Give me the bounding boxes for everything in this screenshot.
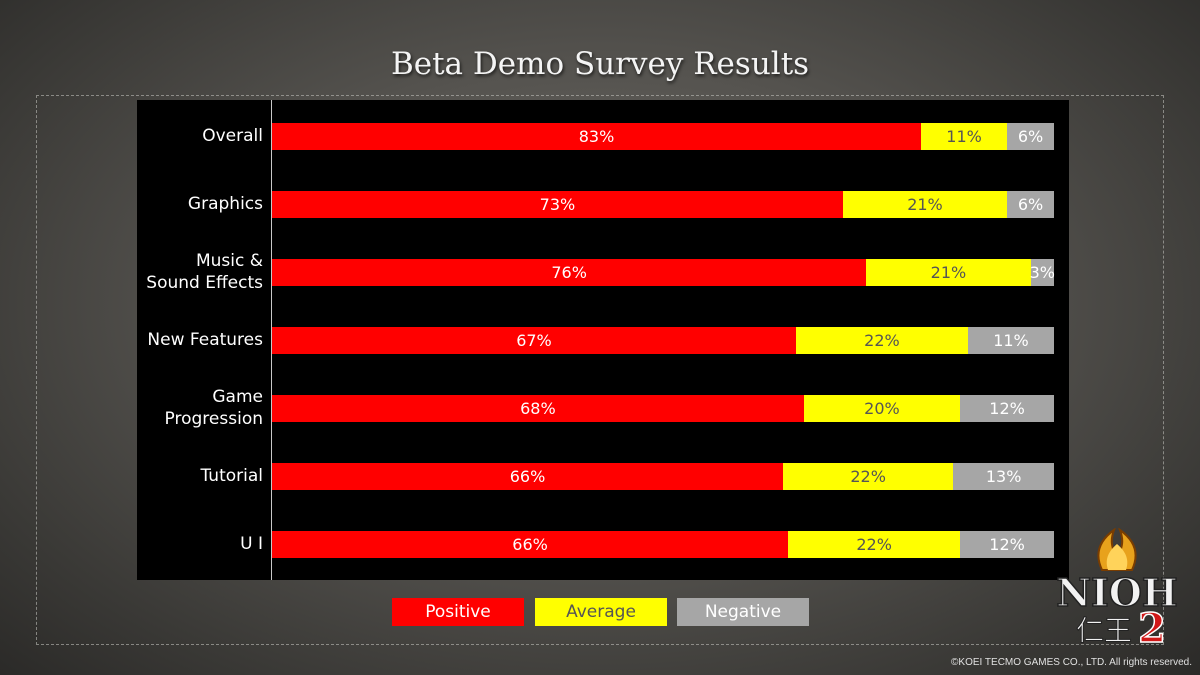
bar-segment-negative: 6% bbox=[1007, 123, 1054, 150]
category-label: Tutorial bbox=[133, 465, 264, 487]
logo-text: NIOH bbox=[1056, 570, 1178, 615]
chart-title: Beta Demo Survey Results bbox=[390, 46, 810, 82]
dashed-frame bbox=[36, 95, 1164, 645]
bar-segment-average: 21% bbox=[842, 191, 1008, 218]
data-label: 11% bbox=[993, 331, 1029, 350]
category-label: U I bbox=[133, 533, 263, 555]
bar-segment-negative: 3% bbox=[1029, 259, 1055, 286]
legend-average-label: Average bbox=[566, 602, 636, 622]
category-label: New Features bbox=[133, 329, 263, 351]
category-label-line: Music & bbox=[195, 251, 263, 271]
bar-segment-average: 22% bbox=[788, 531, 961, 558]
category-label-line: Overall bbox=[202, 126, 263, 146]
y-axis-line bbox=[271, 100, 272, 580]
data-label: 11% bbox=[946, 127, 982, 146]
category-label-line: Sound Effects bbox=[146, 273, 263, 293]
data-label: 73% bbox=[539, 195, 576, 214]
bar-segment-positive: 66% bbox=[272, 531, 789, 558]
data-label: 6% bbox=[1017, 195, 1044, 214]
bar-segment-negative: 6% bbox=[1007, 191, 1054, 218]
legend-average: Average bbox=[535, 598, 667, 626]
data-label: 13% bbox=[985, 467, 1022, 486]
category-label-line: Progression bbox=[164, 409, 263, 429]
logo-kanji: 仁王 bbox=[1076, 614, 1132, 647]
logo-number: 2 bbox=[1138, 605, 1166, 648]
bar-segment-average: 11% bbox=[921, 123, 1008, 150]
legend-positive: Positive bbox=[392, 598, 524, 626]
legend-positive-label: Positive bbox=[425, 602, 491, 622]
category-label-line: Graphics bbox=[187, 194, 263, 214]
bar-segment-positive: 73% bbox=[272, 191, 843, 218]
data-label: 76% bbox=[551, 263, 587, 282]
bar-segment-average: 21% bbox=[866, 259, 1031, 286]
category-label-line: U I bbox=[240, 534, 263, 554]
data-label: 3% bbox=[1029, 263, 1055, 282]
bar-segment-positive: 76% bbox=[272, 259, 867, 286]
stacked-bar-chart: Overall 83% 11% 6% Graphics 73% 21% 6% Music & So… bbox=[137, 100, 1069, 580]
copyright-notice: ©KOEI TECMO GAMES CO., LTD. All rights r… bbox=[951, 657, 1192, 668]
data-label: 66% bbox=[509, 467, 546, 486]
data-label: 22% bbox=[864, 331, 900, 350]
data-label: 66% bbox=[512, 535, 548, 554]
category-label-line: New Features bbox=[147, 330, 263, 350]
data-label: 22% bbox=[850, 467, 886, 486]
bar-segment-negative: 13% bbox=[953, 463, 1054, 490]
bar-segment-negative: 12% bbox=[960, 531, 1054, 558]
bar-segment-average: 22% bbox=[795, 327, 968, 354]
category-label: Graphics bbox=[133, 193, 263, 215]
data-label: 68% bbox=[520, 399, 556, 418]
data-label: 12% bbox=[989, 535, 1025, 554]
category-label-line: Tutorial bbox=[200, 466, 264, 486]
data-label: 20% bbox=[864, 399, 900, 418]
data-label: 12% bbox=[989, 399, 1025, 418]
legend-negative: Negative bbox=[677, 598, 809, 626]
bar-segment-positive: 67% bbox=[272, 327, 796, 354]
nioh2-logo: NIOH 仁王 2 bbox=[1042, 527, 1192, 653]
data-label: 6% bbox=[1017, 127, 1044, 146]
bar-segment-positive: 68% bbox=[272, 395, 804, 422]
bar-segment-positive: 83% bbox=[272, 123, 922, 150]
bar-segment-average: 22% bbox=[783, 463, 954, 490]
data-label: 21% bbox=[930, 263, 967, 282]
category-label: Game Progression bbox=[133, 386, 263, 430]
bar-segment-positive: 66% bbox=[272, 463, 783, 490]
category-label-line: Game bbox=[212, 387, 263, 407]
legend-negative-label: Negative bbox=[704, 602, 782, 622]
data-label: 67% bbox=[516, 331, 552, 350]
bar-segment-negative: 12% bbox=[960, 395, 1054, 422]
data-label: 83% bbox=[578, 127, 615, 146]
data-label: 21% bbox=[907, 195, 943, 214]
data-label: 22% bbox=[856, 535, 892, 554]
bar-segment-average: 20% bbox=[803, 395, 961, 422]
category-label: Overall bbox=[133, 125, 263, 147]
bar-segment-negative: 11% bbox=[967, 327, 1054, 354]
category-label: Music & Sound Effects bbox=[133, 250, 263, 294]
